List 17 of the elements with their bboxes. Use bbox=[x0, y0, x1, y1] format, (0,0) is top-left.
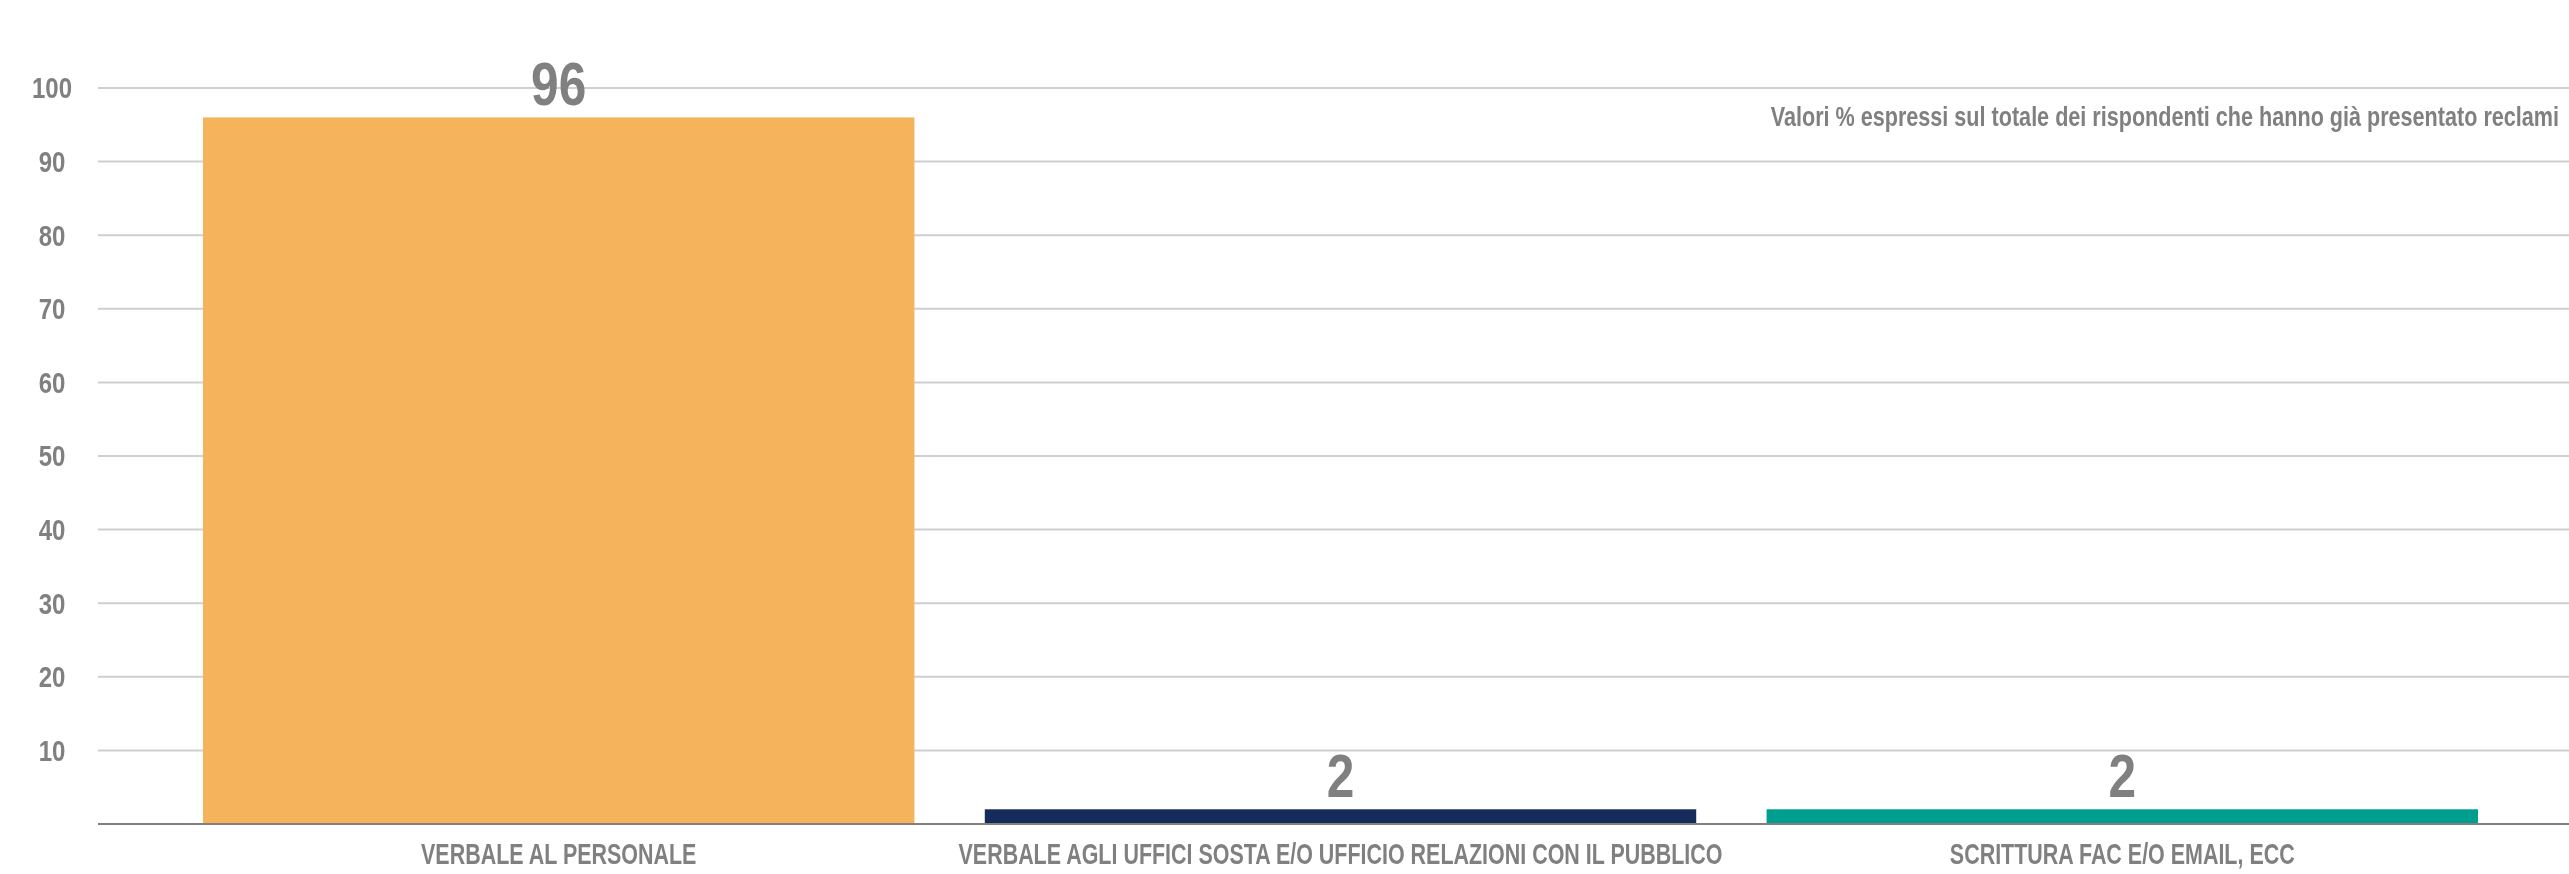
x-tick-label: VERBALE AGLI UFFICI SOSTA E/O UFFICIO RELAZIONI CON IL PUBBLICO bbox=[958, 837, 1723, 870]
y-tick-label: 80 bbox=[38, 218, 66, 253]
y-tick-label: 50 bbox=[38, 438, 66, 474]
annotation: Valori % espressi sul totale dei rispondenti che hanno già presentato reclami bbox=[1770, 101, 2559, 132]
y-tick-label: 10 bbox=[38, 733, 66, 768]
data-label: 2 bbox=[1326, 740, 1355, 811]
x-tick-label: VERBALE AL PERSONALE bbox=[421, 837, 697, 870]
y-tick-label: 30 bbox=[38, 586, 66, 621]
y-tick-label: 20 bbox=[38, 659, 66, 694]
y-tick-label: 40 bbox=[38, 512, 66, 547]
data-label: 2 bbox=[2108, 740, 2137, 811]
data-label: 96 bbox=[531, 49, 587, 119]
y-tick-label: 70 bbox=[38, 291, 66, 326]
x-tick-label: SCRITTURA FAC E/O EMAIL, ECC bbox=[1949, 837, 2295, 870]
y-tick-label: 60 bbox=[38, 365, 66, 400]
y-tick-label: 90 bbox=[38, 144, 66, 179]
y-tick-label: 100 bbox=[31, 70, 73, 106]
